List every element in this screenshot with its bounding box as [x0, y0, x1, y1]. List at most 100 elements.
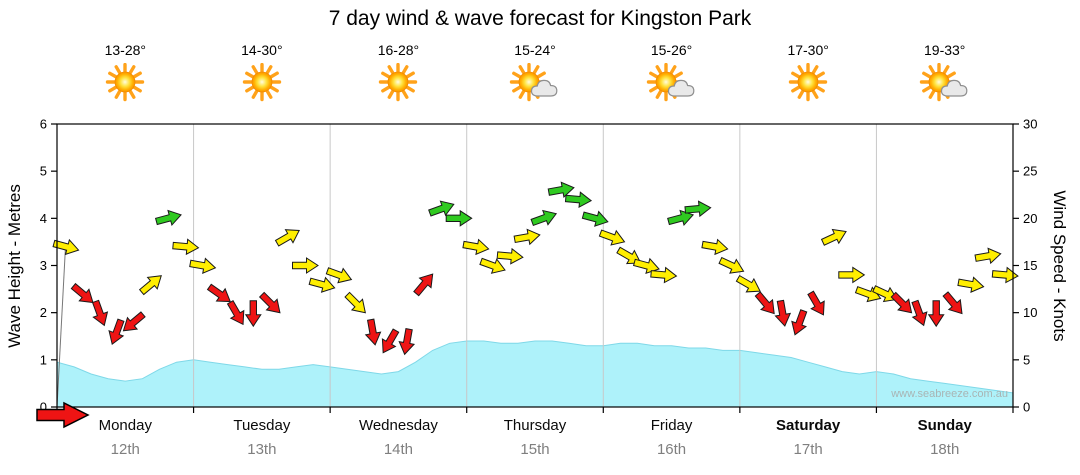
wind-tick-label: 20 [1023, 211, 1037, 226]
wind-arrow [292, 257, 319, 274]
wave-tick-label: 5 [40, 164, 47, 179]
wind-arrow [274, 229, 300, 247]
wind-arrow [462, 238, 490, 256]
cloud-icon [940, 79, 968, 97]
temp-range: 14-30° [241, 42, 283, 58]
day-header-sunday: 19-33° [875, 42, 1015, 110]
day-header-thursday: 15-24° [465, 42, 605, 110]
wind-arrow [890, 291, 913, 314]
wind-arrow [718, 256, 745, 274]
day-label-sunday: Sunday [917, 417, 972, 434]
sun-icon [797, 71, 819, 93]
wind-arrow [206, 283, 232, 303]
wind-axis-label: Wind Speed - Knots [1050, 190, 1069, 342]
wave-tick-label: 6 [40, 117, 47, 132]
day-date: 15th [520, 441, 550, 458]
day-label-friday: Friday [650, 417, 693, 434]
wind-arrow [530, 209, 558, 227]
wind-lead-line [56, 246, 66, 408]
wind-arrow [774, 299, 792, 327]
wind-arrow [974, 247, 1002, 265]
day-date: 12th [110, 441, 140, 458]
weather-icon-sun-cloud [509, 62, 558, 102]
wind-arrow [927, 300, 945, 328]
wind-arrow [258, 291, 281, 314]
wind-arrow [52, 238, 80, 256]
day-label-saturday: Saturday [776, 417, 841, 434]
sun-icon [114, 71, 136, 93]
wind-arrow [445, 209, 473, 227]
day-header-monday: 13-28° [55, 42, 195, 110]
wind-arrow [244, 300, 262, 328]
temp-range: 15-24° [514, 42, 556, 58]
wind-arrow [308, 276, 336, 293]
page-title: 7 day wind & wave forecast for Kingston … [328, 7, 752, 30]
day-date: 14th [383, 441, 414, 458]
wind-arrow [838, 266, 866, 284]
day-label-monday: Monday [98, 417, 152, 434]
wind-arrow [957, 276, 985, 293]
day-date: 18th [930, 441, 960, 458]
sun-icon [388, 71, 409, 93]
watermark: www.seabreeze.com.au [891, 388, 1008, 400]
wind-arrow [381, 328, 400, 354]
wind-arrow [344, 291, 366, 314]
wind-arrow [172, 238, 200, 256]
wind-tick-label: 5 [1023, 352, 1030, 367]
wave-tick-label: 1 [40, 352, 47, 367]
wind-arrow [226, 300, 245, 326]
wave-tick-label: 2 [40, 305, 47, 320]
wind-tick-label: 30 [1023, 117, 1037, 132]
day-label-thursday: Thursday [503, 417, 567, 434]
day-label-tuesday: Tuesday [233, 417, 291, 434]
weather-icon-sun [379, 62, 418, 102]
weather-icon-sun [788, 62, 828, 102]
wind-arrow [667, 209, 695, 227]
cloud-icon [530, 79, 558, 97]
wind-arrow [735, 274, 761, 293]
wind-arrow [138, 275, 162, 296]
wind-arrow [942, 291, 963, 315]
day-header-friday: 15-26° [602, 42, 742, 110]
temp-range: 19-33° [924, 42, 966, 58]
wind-arrow [325, 267, 353, 284]
weather-icon-sun [106, 62, 145, 102]
wind-arrow [428, 200, 455, 217]
wind-arrow [581, 210, 609, 227]
wave-tick-label: 0 [40, 400, 47, 415]
wind-arrow [564, 191, 593, 209]
weather-icon-sun [242, 62, 282, 102]
wind-arrow [398, 328, 416, 356]
wave-height-area [56, 340, 1014, 408]
wave-tick-label: 4 [40, 211, 47, 226]
wind-arrow [791, 309, 808, 336]
day-header-tuesday: 14-30° [192, 42, 332, 110]
wind-arrow [513, 228, 541, 246]
current-wind-arrow [36, 401, 90, 429]
cloud-icon [667, 79, 694, 97]
weather-icon-sun-cloud [646, 62, 694, 102]
temp-range: 15-26° [650, 42, 693, 58]
wind-arrow [650, 266, 678, 284]
wind-arrow [701, 238, 729, 256]
temp-range: 13-28° [104, 42, 146, 58]
wind-tick-label: 0 [1023, 400, 1030, 415]
wind-arrow [911, 299, 928, 327]
wind-tick-label: 25 [1023, 164, 1037, 179]
wind-arrow [479, 257, 506, 274]
sun-icon [251, 71, 273, 93]
wind-arrow [991, 266, 1019, 284]
day-header-saturday: 17-30° [738, 42, 878, 110]
wave-tick-label: 3 [40, 258, 47, 273]
wind-arrow [413, 273, 434, 297]
wind-arrow [108, 318, 125, 346]
day-date: 16th [656, 441, 687, 458]
day-label-wednesday: Wednesday [358, 417, 438, 434]
wind-arrow [91, 299, 109, 327]
temp-range: 16-28° [377, 42, 420, 58]
day-date: 17th [793, 441, 823, 458]
wind-arrow [820, 228, 847, 246]
wind-arrow [598, 229, 626, 246]
wind-arrow [496, 247, 524, 265]
